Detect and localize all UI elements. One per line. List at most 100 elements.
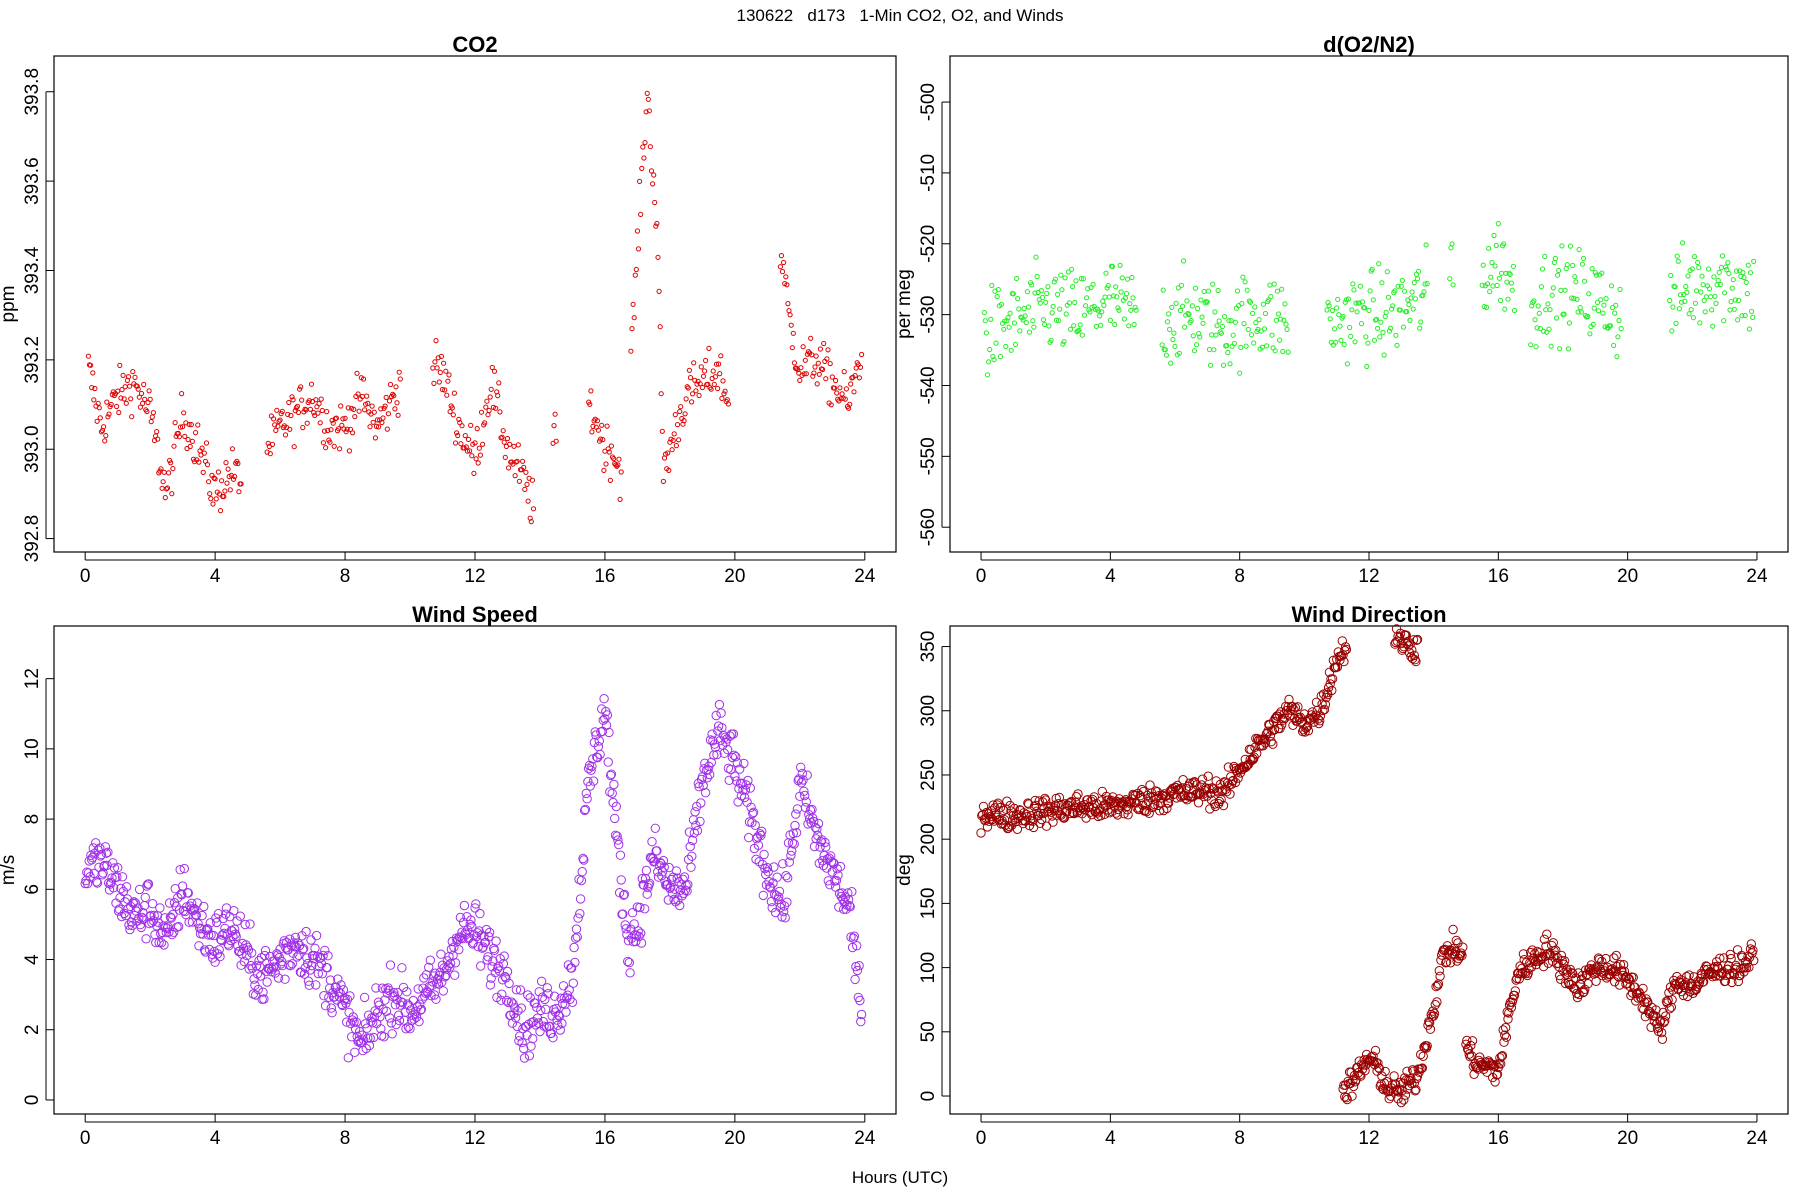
- co2-data-point: [340, 416, 346, 422]
- o2-data-point: [1242, 279, 1248, 285]
- o2-x-tick-label: 16: [1488, 566, 1509, 587]
- co2-data-point: [380, 415, 386, 421]
- wdir-data-point: [1395, 628, 1406, 638]
- co2-title: CO2: [452, 32, 497, 57]
- o2-data-point: [1079, 332, 1085, 338]
- o2-data-point: [1576, 247, 1582, 253]
- co2-data-point: [829, 374, 835, 380]
- co2-data-point: [328, 427, 334, 433]
- co2-data-point: [851, 389, 857, 395]
- wdir-x-tick-label: 12: [1358, 1128, 1379, 1149]
- o2-data-point: [1539, 266, 1546, 272]
- wdir-data-point: [1203, 771, 1213, 781]
- co2-data-point: [207, 491, 213, 497]
- wspd-data-point: [205, 918, 216, 928]
- wspd-data-point: [259, 994, 269, 1004]
- co2-data-point: [800, 344, 806, 350]
- o2-x-tick-label: 12: [1358, 566, 1379, 587]
- o2-data-point: [1383, 309, 1389, 315]
- co2-data-point: [665, 450, 671, 456]
- co2-data-point: [216, 491, 223, 497]
- wdir-data-point: [1041, 795, 1051, 805]
- co2-data-point: [199, 445, 205, 451]
- wspd-data-point: [524, 1051, 535, 1061]
- wspd-data-point: [349, 1017, 359, 1027]
- o2-data-point: [1712, 293, 1718, 299]
- co2-x-tick-label: 24: [854, 566, 876, 587]
- wspd-data-point: [224, 941, 234, 951]
- o2-data-point: [1489, 259, 1495, 266]
- co2-data-point: [179, 391, 185, 397]
- wdir-data-point: [1193, 798, 1204, 808]
- co2-data-point: [455, 432, 461, 439]
- wspd-data-point: [567, 997, 578, 1007]
- o2-data-point: [1224, 342, 1230, 349]
- wspd-data-point: [441, 970, 451, 981]
- co2-data-point: [187, 443, 193, 450]
- wdir-data-point: [1555, 970, 1565, 981]
- wspd-data-point: [249, 974, 259, 984]
- o2-data-point: [1566, 320, 1573, 326]
- wdir-data-point: [993, 798, 1003, 808]
- co2-data-point: [446, 372, 452, 378]
- o2-data-point: [1536, 310, 1542, 316]
- wdir-data-point: [1348, 1081, 1359, 1092]
- wspd-data-point: [744, 832, 754, 843]
- o2-data-point: [1260, 301, 1267, 307]
- o2-data-point: [1239, 301, 1245, 307]
- o2-data-point: [1587, 331, 1593, 337]
- wspd-data-point: [757, 826, 767, 836]
- wdir-data-point: [1725, 949, 1736, 960]
- o2-data-point: [1029, 282, 1035, 288]
- co2-data-point: [697, 381, 703, 387]
- co2-data-point: [436, 379, 442, 385]
- co2-data-point: [658, 391, 664, 397]
- o2-data-point: [1509, 287, 1515, 293]
- o2-data-point: [1030, 318, 1036, 324]
- wspd-data-point: [325, 975, 336, 985]
- wspd-data-point: [751, 854, 761, 864]
- wdir-data-point: [1523, 968, 1533, 978]
- wspd-data-point: [415, 1005, 426, 1015]
- o2-data-point: [1685, 273, 1691, 279]
- o2-data-point: [1033, 254, 1039, 260]
- o2-data-point: [1669, 328, 1675, 334]
- wspd-data-point: [164, 927, 174, 937]
- co2-data-point: [304, 420, 310, 426]
- o2-data-point: [1385, 294, 1392, 300]
- wspd-data-point: [844, 901, 855, 911]
- wspd-data-point: [117, 911, 127, 922]
- wspd-data-point: [563, 960, 574, 970]
- wspd-data-point: [194, 941, 204, 951]
- co2-data-point: [500, 428, 506, 434]
- wdir-data-point: [1301, 723, 1311, 733]
- wspd-data-point: [818, 860, 829, 871]
- o2-data-point: [1399, 277, 1406, 283]
- o2-data-point: [1200, 320, 1206, 326]
- o2-data-point: [1031, 324, 1037, 330]
- o2-data-point: [1487, 289, 1493, 295]
- co2-data-point: [487, 394, 493, 400]
- o2-data-point: [1364, 363, 1370, 370]
- wspd-data-point: [816, 837, 826, 847]
- o2-data-point: [1724, 267, 1730, 273]
- o2-data-point: [1269, 332, 1275, 338]
- wspd-data-point: [156, 938, 167, 948]
- wspd-data-point: [682, 886, 692, 896]
- wspd-data-point: [763, 867, 773, 877]
- wspd-data-point: [510, 1013, 521, 1023]
- wdir-data-point: [1591, 976, 1601, 986]
- o2-data-point: [1618, 326, 1624, 332]
- co2-data-point: [125, 374, 132, 380]
- o2-data-point: [1237, 370, 1243, 376]
- o2-data-point: [1101, 302, 1107, 308]
- o2-data-point: [1574, 296, 1580, 302]
- wdir-data-point: [1518, 949, 1529, 959]
- o2-data-point: [986, 359, 992, 365]
- o2-data-point: [1402, 288, 1408, 294]
- wspd-data-point: [477, 943, 487, 953]
- o2-data-point: [1510, 263, 1517, 269]
- wspd-data-point: [136, 922, 146, 933]
- wdir-data-point: [1593, 953, 1604, 963]
- wspd-data-point: [796, 778, 807, 788]
